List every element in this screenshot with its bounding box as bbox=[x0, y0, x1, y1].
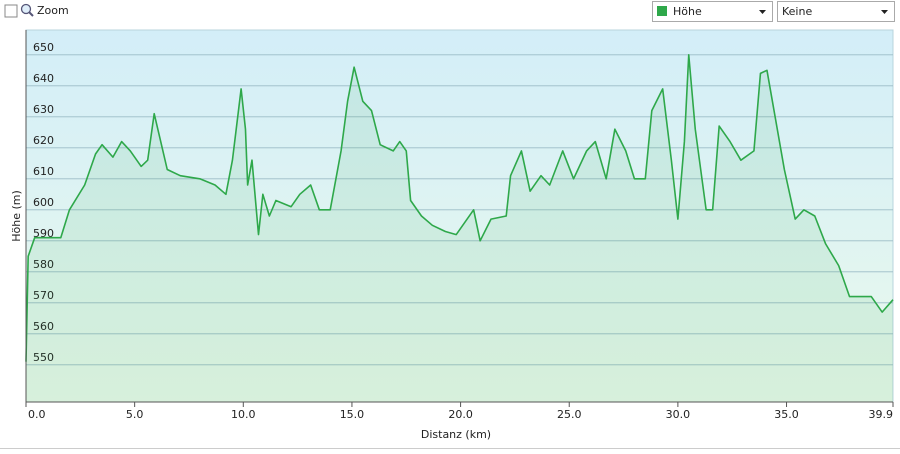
x-tick-label: 39.9 bbox=[869, 408, 894, 421]
x-tick-label: 30.0 bbox=[666, 408, 691, 421]
y-tick-label: 620 bbox=[33, 134, 54, 147]
y-tick-label: 630 bbox=[33, 103, 54, 116]
x-tick-label: 10.0 bbox=[231, 408, 256, 421]
zoom-label[interactable]: Zoom bbox=[37, 4, 69, 17]
x-tick-label: 0.0 bbox=[28, 408, 46, 421]
y-tick-label: 640 bbox=[33, 72, 54, 85]
y-tick-label: 590 bbox=[33, 227, 54, 240]
compare-select[interactable]: Keine bbox=[777, 1, 895, 22]
x-tick-label: 35.0 bbox=[774, 408, 799, 421]
y-tick-label: 650 bbox=[33, 41, 54, 54]
select-label: Keine bbox=[782, 5, 812, 18]
x-tick-label: 15.0 bbox=[340, 408, 365, 421]
area-fill bbox=[26, 54, 893, 403]
y-axis-title: Höhe (m) bbox=[10, 190, 23, 242]
elevation-line bbox=[25, 54, 894, 362]
x-axis-title: Distanz (km) bbox=[421, 428, 491, 441]
legend-label: Höhe bbox=[673, 5, 702, 18]
y-tick-label: 560 bbox=[33, 320, 54, 333]
y-tick-label: 570 bbox=[33, 289, 54, 302]
y-tick-label: 580 bbox=[33, 258, 54, 271]
y-tick-label: 610 bbox=[33, 165, 54, 178]
y-tick-label: 600 bbox=[33, 196, 54, 209]
x-tick-label: 5.0 bbox=[126, 408, 144, 421]
y-tick-label: 550 bbox=[33, 351, 54, 364]
legend-swatch bbox=[657, 6, 667, 16]
series-select[interactable]: Höhe bbox=[652, 1, 773, 22]
x-tick-label: 20.0 bbox=[448, 408, 473, 421]
plot-area bbox=[25, 29, 894, 403]
zoom-icon[interactable] bbox=[20, 3, 34, 17]
x-tick-label: 25.0 bbox=[557, 408, 582, 421]
checkbox[interactable] bbox=[4, 4, 18, 18]
